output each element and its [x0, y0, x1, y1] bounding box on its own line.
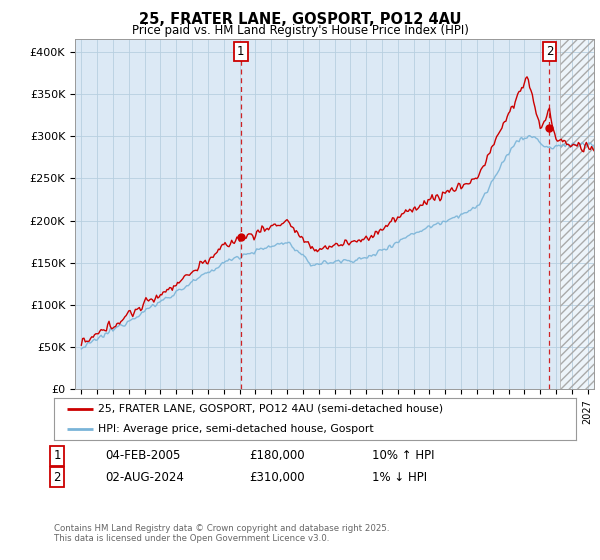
Bar: [560, 39, 594, 389]
Text: Contains HM Land Registry data © Crown copyright and database right 2025.
This d: Contains HM Land Registry data © Crown c…: [54, 524, 389, 543]
Text: £310,000: £310,000: [249, 470, 305, 484]
Text: Price paid vs. HM Land Registry's House Price Index (HPI): Price paid vs. HM Land Registry's House …: [131, 24, 469, 37]
Text: 04-FEB-2005: 04-FEB-2005: [105, 449, 181, 463]
Bar: [560, 39, 594, 389]
Text: 25, FRATER LANE, GOSPORT, PO12 4AU: 25, FRATER LANE, GOSPORT, PO12 4AU: [139, 12, 461, 27]
Text: 1: 1: [237, 45, 245, 58]
Text: £180,000: £180,000: [249, 449, 305, 463]
Text: 02-AUG-2024: 02-AUG-2024: [105, 470, 184, 484]
Text: 2: 2: [545, 45, 553, 58]
Text: 10% ↑ HPI: 10% ↑ HPI: [372, 449, 434, 463]
Text: HPI: Average price, semi-detached house, Gosport: HPI: Average price, semi-detached house,…: [98, 424, 374, 433]
Text: 25, FRATER LANE, GOSPORT, PO12 4AU (semi-detached house): 25, FRATER LANE, GOSPORT, PO12 4AU (semi…: [98, 404, 443, 413]
Text: 2: 2: [53, 470, 61, 484]
Text: 1% ↓ HPI: 1% ↓ HPI: [372, 470, 427, 484]
Text: 1: 1: [53, 449, 61, 463]
